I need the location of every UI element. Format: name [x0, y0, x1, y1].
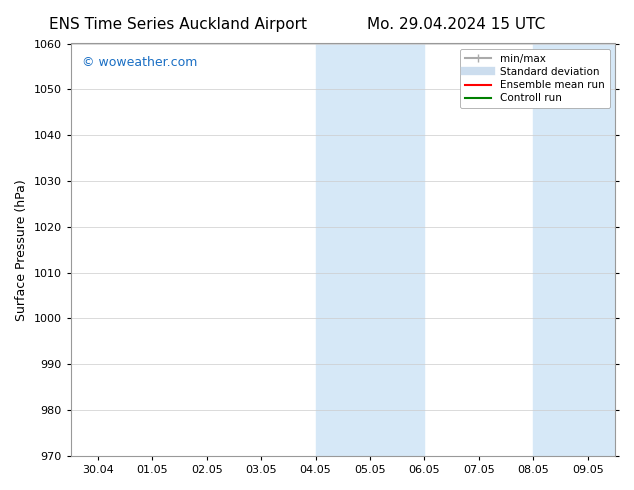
Bar: [316, 44, 424, 456]
Bar: [533, 44, 615, 456]
Text: ENS Time Series Auckland Airport: ENS Time Series Auckland Airport: [49, 17, 306, 32]
Text: Mo. 29.04.2024 15 UTC: Mo. 29.04.2024 15 UTC: [367, 17, 546, 32]
Text: © woweather.com: © woweather.com: [82, 56, 197, 69]
Y-axis label: Surface Pressure (hPa): Surface Pressure (hPa): [15, 179, 28, 320]
Legend: min/max, Standard deviation, Ensemble mean run, Controll run: min/max, Standard deviation, Ensemble me…: [460, 49, 610, 108]
